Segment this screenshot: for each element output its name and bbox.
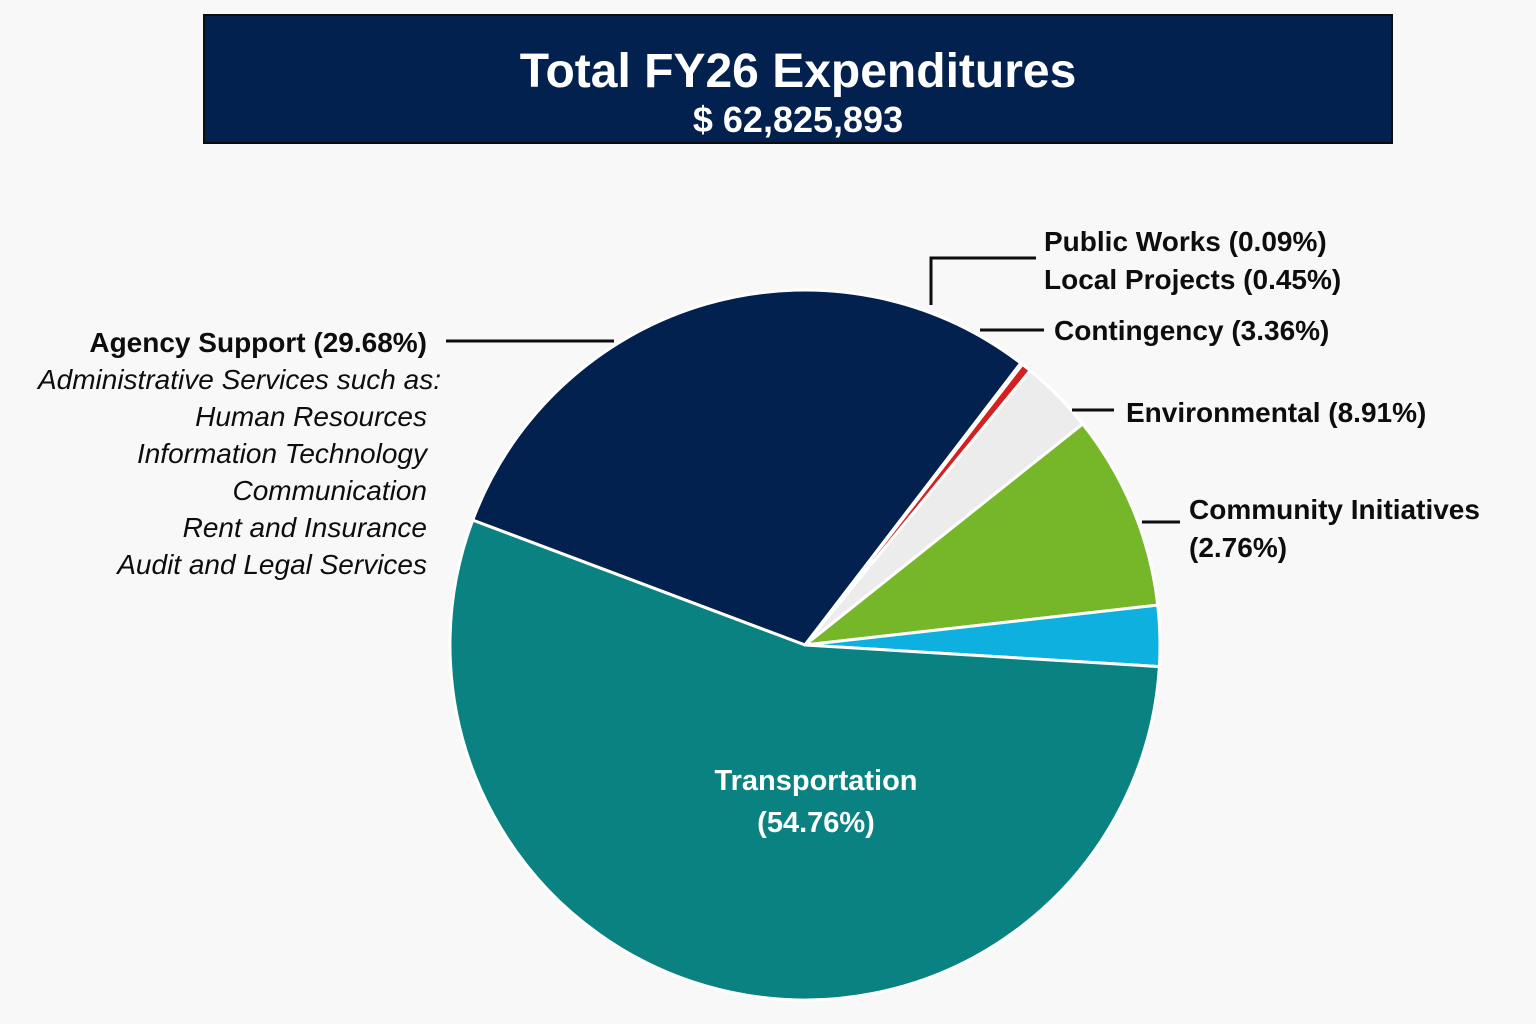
pie-slices [448, 288, 1162, 1002]
pie-slice-environmental [803, 422, 1160, 647]
pie-slice-transportation [448, 518, 1161, 1002]
label-transportation: Transportation [714, 765, 917, 797]
agency-support-detail-line: Audit and Legal Services [115, 549, 427, 580]
agency-support-detail-line: Rent and Insurance [183, 512, 427, 543]
chart-title: Total FY26 Expenditures [519, 45, 1077, 98]
label-public-works: Public Works (0.09%) [1044, 226, 1327, 257]
agency-support-details: Administrative Services such as: Human R… [36, 364, 441, 580]
leader-line-local-projects [929, 256, 1036, 305]
label-transportation-pct: (54.76%) [757, 807, 875, 839]
chart-title-banner: Total FY26 Expenditures $ 62,825,893 [203, 14, 1393, 144]
label-community-initiatives: Community Initiatives [1189, 494, 1480, 525]
leader-lines [446, 256, 1180, 524]
chart-total-amount: $ 62,825,893 [692, 99, 904, 140]
label-contingency: Contingency (3.36%) [1054, 315, 1329, 346]
pie-slice-agency-support [471, 288, 1023, 647]
agency-support-detail-line: Administrative Services such as: [36, 364, 441, 395]
label-agency-support: Agency Support (29.68%) [89, 327, 427, 358]
agency-support-detail-line: Information Technology [137, 438, 429, 469]
agency-support-detail-line: Communication [232, 475, 427, 506]
label-community-initiatives-pct: (2.76%) [1189, 532, 1287, 563]
slice-labels: Public Works (0.09%) Local Projects (0.4… [36, 226, 1480, 839]
label-local-projects: Local Projects (0.45%) [1044, 264, 1341, 295]
label-environmental: Environmental (8.91%) [1126, 397, 1426, 428]
agency-support-detail-line: Human Resources [195, 401, 427, 432]
